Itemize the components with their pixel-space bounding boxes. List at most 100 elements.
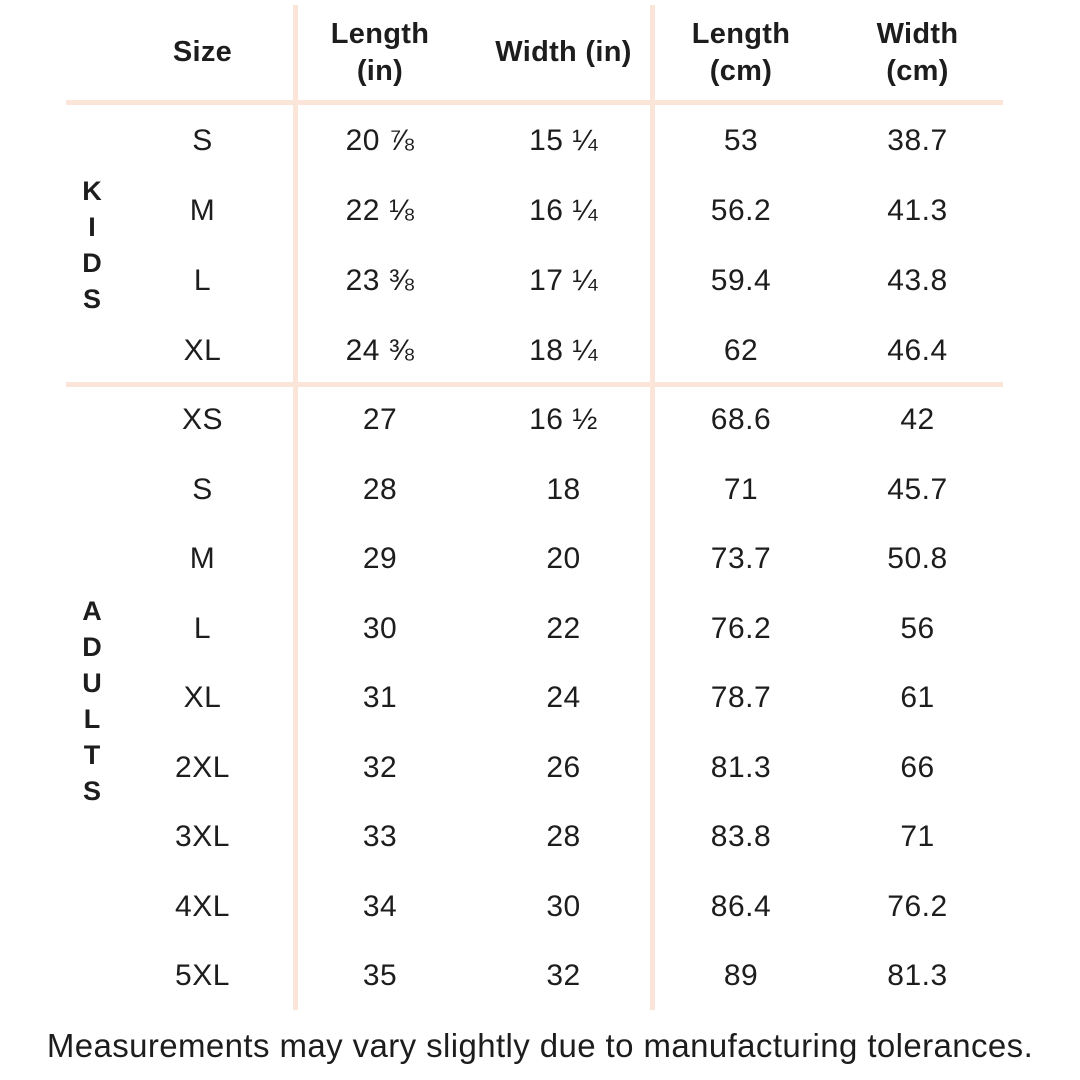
column-header-length-in: Length (in) [330, 17, 430, 87]
width-cm-cell: 46.4 [887, 333, 948, 367]
column-header-length-cm: Length (cm) [691, 17, 791, 87]
table-row: 3XL 33 28 83.8 71 [0, 802, 1005, 872]
width-cm-cell: 71 [900, 820, 935, 854]
length-cm-cell: 68.6 [710, 403, 772, 437]
width-in-cell: 30 [546, 889, 581, 923]
size-cell: 3XL [175, 820, 230, 854]
length-cm-cell: 83.8 [710, 820, 772, 854]
column-header-size: Size [172, 36, 233, 68]
group-label-letter: S [82, 284, 101, 314]
width-in-cell: 16 ½ [529, 403, 598, 437]
size-cell: S [192, 123, 213, 157]
width-cm-cell: 45.7 [887, 472, 948, 506]
width-in-cell: 28 [546, 820, 581, 854]
table-row: XL 24 ⅜ 18 ¼ 62 46.4 [0, 315, 1005, 385]
width-in-cell: 24 [546, 681, 581, 715]
width-cm-cell: 81.3 [887, 959, 948, 993]
width-in-cell: 32 [546, 959, 581, 993]
table-row: 2XL 32 26 81.3 66 [0, 733, 1005, 803]
length-cm-cell: 76.2 [710, 611, 772, 645]
width-cm-cell: 76.2 [887, 889, 948, 923]
width-cm-cell: 41.3 [887, 193, 948, 227]
width-in-cell: 15 ¼ [529, 123, 598, 157]
length-in-cell: 30 [362, 611, 398, 645]
table-row: XS 27 16 ½ 68.6 42 [0, 385, 1005, 455]
size-cell: XS [181, 403, 224, 437]
column-header-width-cm: Width (cm) [876, 17, 959, 87]
size-cell: 5XL [175, 959, 230, 993]
size-table: Size Length (in) Width (in) Length (cm) … [0, 0, 1005, 1011]
length-cm-cell: 59.4 [710, 263, 772, 297]
width-cm-cell: 50.8 [887, 542, 948, 576]
column-header-width-in: Width (in) [495, 36, 632, 68]
group-label-letter: D [82, 632, 102, 662]
size-cell: L [193, 611, 212, 645]
length-cm-cell: 89 [723, 959, 759, 993]
width-in-cell: 20 [546, 542, 581, 576]
length-in-cell: 24 ⅜ [345, 333, 415, 367]
length-in-cell: 28 [362, 472, 398, 506]
length-cm-cell: 53 [723, 123, 759, 157]
width-cm-cell: 38.7 [887, 123, 948, 157]
table-row: L 23 ⅜ 17 ¼ 59.4 43.8 [0, 245, 1005, 315]
size-cell: 2XL [175, 750, 230, 784]
length-cm-cell: 78.7 [710, 681, 772, 715]
length-cm-cell: 71 [723, 472, 759, 506]
table-row: S 28 18 71 45.7 [0, 455, 1005, 525]
table-row: L 30 22 76.2 56 [0, 594, 1005, 664]
size-cell: XL [183, 333, 222, 367]
length-cm-cell: 62 [723, 333, 759, 367]
width-in-cell: 18 ¼ [529, 333, 598, 367]
length-in-cell: 20 ⅞ [345, 123, 415, 157]
size-cell: L [193, 263, 212, 297]
width-in-cell: 17 ¼ [529, 263, 598, 297]
length-in-cell: 35 [362, 959, 398, 993]
width-in-cell: 16 ¼ [529, 193, 598, 227]
size-cell: S [192, 472, 213, 506]
size-cell: XL [183, 681, 222, 715]
length-in-cell: 27 [362, 403, 398, 437]
table-row: 4XL 34 30 86.4 76.2 [0, 872, 1005, 942]
table-header-row: Size Length (in) Width (in) Length (cm) … [0, 0, 1005, 105]
length-in-cell: 34 [362, 889, 398, 923]
length-in-cell: 32 [362, 750, 398, 784]
size-cell: M [189, 193, 216, 227]
table-row: M 29 20 73.7 50.8 [0, 524, 1005, 594]
width-cm-cell: 43.8 [887, 263, 948, 297]
group-label-letter: S [82, 776, 101, 806]
section-divider-line [66, 382, 1003, 387]
width-in-cell: 18 [546, 472, 581, 506]
group-label-letter: U [82, 668, 102, 698]
size-cell: M [189, 542, 216, 576]
group-label-letter: K [82, 176, 102, 206]
length-in-cell: 33 [362, 820, 398, 854]
header-divider-line [66, 100, 1003, 105]
length-in-cell: 23 ⅜ [345, 263, 415, 297]
table-row: S 20 ⅞ 15 ¼ 53 38.7 [0, 105, 1005, 175]
group-label-letter: A [82, 596, 102, 626]
table-body: S 20 ⅞ 15 ¼ 53 38.7 M 22 ⅛ 16 ¼ 56.2 41.3 L 23 ⅜ 17 … [0, 105, 1005, 1011]
group-label-letter: I [88, 212, 96, 242]
width-in-cell: 26 [546, 750, 581, 784]
length-cm-cell: 86.4 [710, 889, 772, 923]
width-cm-cell: 61 [900, 681, 935, 715]
table-row: M 22 ⅛ 16 ¼ 56.2 41.3 [0, 175, 1005, 245]
group-label-letter: L [83, 704, 101, 734]
table-row: 5XL 35 32 89 81.3 [0, 941, 1005, 1011]
tolerance-note: Measurements may vary slightly due to ma… [46, 1027, 1034, 1064]
width-cm-cell: 42 [900, 403, 935, 437]
length-cm-cell: 56.2 [710, 193, 772, 227]
column-divider-right [650, 5, 655, 1010]
width-cm-cell: 66 [900, 750, 935, 784]
group-label-letter: D [82, 248, 102, 278]
width-cm-cell: 56 [900, 611, 935, 645]
length-cm-cell: 81.3 [710, 750, 772, 784]
width-in-cell: 22 [546, 611, 581, 645]
length-in-cell: 29 [362, 542, 398, 576]
size-cell: 4XL [175, 889, 230, 923]
length-in-cell: 31 [362, 681, 398, 715]
length-cm-cell: 73.7 [710, 542, 772, 576]
